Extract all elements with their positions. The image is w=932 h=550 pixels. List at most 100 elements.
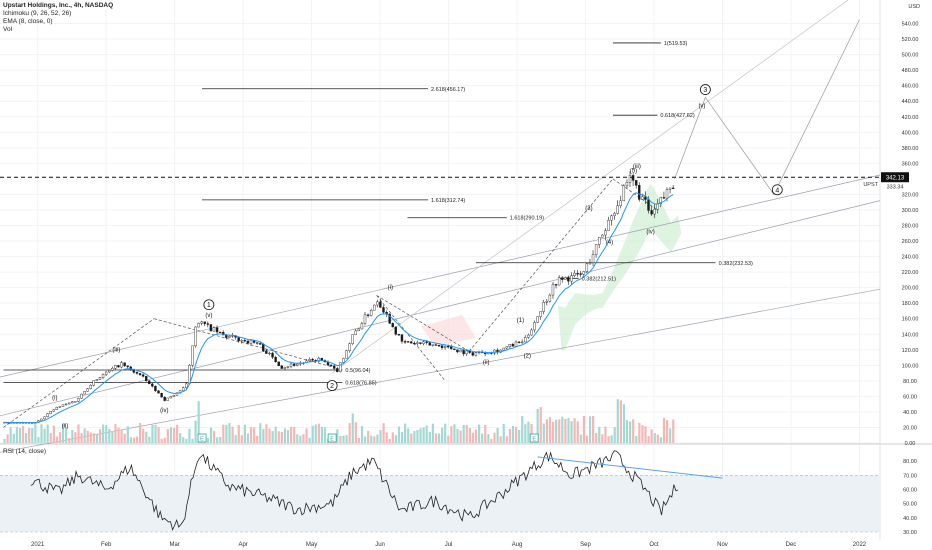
ema-legend[interactable]: EMA (8, close, 0) [3,18,53,25]
candle-body [243,340,246,342]
candle-body [209,324,213,332]
candle-body [135,372,139,374]
symbol-title[interactable]: Upstart Holdings, Inc., 4h, NASDAQ [3,2,114,9]
candle-body [203,321,206,324]
candle-body [86,388,89,392]
volume-bar [496,427,499,443]
candle-body [465,350,468,355]
volume-bar [622,404,626,443]
axis-tick-label: 100.00 [902,363,919,369]
candle-body [527,334,530,338]
candle-body [474,352,478,356]
candle-body [610,215,613,221]
volume-bar [166,429,169,443]
volume-bar [225,424,228,443]
volume-bar [265,424,268,443]
volume-bar [425,425,428,443]
ichimoku-legend[interactable]: Ichimoku (9, 26, 52, 26) [3,10,72,17]
volume-bar [508,428,512,443]
volume-bar [573,418,576,443]
candle-body [52,409,55,412]
axis-tick-label: 180.00 [902,301,919,307]
volume-bars [3,399,675,443]
volume-bar [610,435,613,443]
volume-bar [163,437,166,443]
candle-body [271,352,274,358]
vol-legend[interactable]: Vol [3,26,13,33]
volume-bar [493,432,496,443]
volume-bar [576,421,579,443]
dashed-trendline [612,178,658,211]
volume-bar [450,426,453,443]
volume-bar [478,424,481,443]
volume-bar [98,429,102,443]
wave-marker-circle [203,299,215,311]
wave-label: (ii) [62,423,69,429]
volume-bar [317,423,320,443]
wave-label: (1) [517,318,524,324]
rsi-tick-label: 70.00 [903,473,917,479]
candle-body [631,175,635,181]
candle-body [206,323,210,325]
candle-body [613,213,616,217]
dashed-trendline [153,318,333,368]
candle-body [120,362,123,368]
volume-bar [641,425,644,443]
volume-bar [644,426,647,443]
price-axis[interactable]: USD 540.00 520.00 500.00 480.00 460.00 440.00 4… [902,4,920,447]
volume-bar [404,423,407,443]
candle-body [450,346,453,350]
volume-bar [65,427,68,443]
volume-bar [83,428,86,443]
volume-bar [68,438,71,443]
candle-body [511,344,515,347]
volume-bar [613,426,616,443]
candle-body [419,342,422,344]
ema-path [4,192,674,424]
volume-bar [142,428,145,443]
candle-body [262,344,265,352]
rsi-legend[interactable]: RSI (14, close) [3,448,46,455]
volume-bar [86,430,89,443]
volume-bar [222,424,225,443]
volume-bar [40,424,43,443]
volume-bar [474,429,478,443]
volume-bar [188,428,191,443]
candle-body [647,199,650,211]
candle-body [215,327,219,333]
volume-bar [160,438,163,443]
candle-body [259,343,262,345]
volume-bar [555,419,558,443]
volume-bar [342,435,345,443]
axis-unit: USD [908,4,920,10]
rsi-tick-label: 50.00 [903,502,917,508]
candlesticks [3,171,675,424]
volume-bar [653,432,656,443]
candle-body [74,401,77,403]
axis-tick-label: 220.00 [902,270,919,276]
volume-bar [542,423,545,443]
volume-bar [431,423,434,443]
wave-label: (i) [52,396,57,402]
axis-tick-label: 300.00 [902,208,919,214]
volume-bar [400,432,404,443]
candle-body [514,341,518,347]
volume-bar [505,436,508,443]
channel-line [0,288,881,453]
volume-bar [635,435,638,443]
volume-bar [262,428,265,443]
volume-bar [280,431,283,443]
axis-tick-label: 0.00 [905,441,916,447]
volume-bar [536,408,539,443]
candle-body [289,363,293,367]
candle-body [332,365,336,369]
candle-body [80,393,83,399]
time-axis[interactable]: 2021 Feb Mar Apr May Jun Jul Aug Sep Oct Nov Dec 202… [31,542,867,548]
candle-body [351,334,354,344]
volume-bar [428,431,431,443]
axis-tick-label: 460.00 [902,84,919,90]
volume-bar [665,420,669,443]
volume-bar [468,428,471,443]
volume-bar [194,420,197,443]
